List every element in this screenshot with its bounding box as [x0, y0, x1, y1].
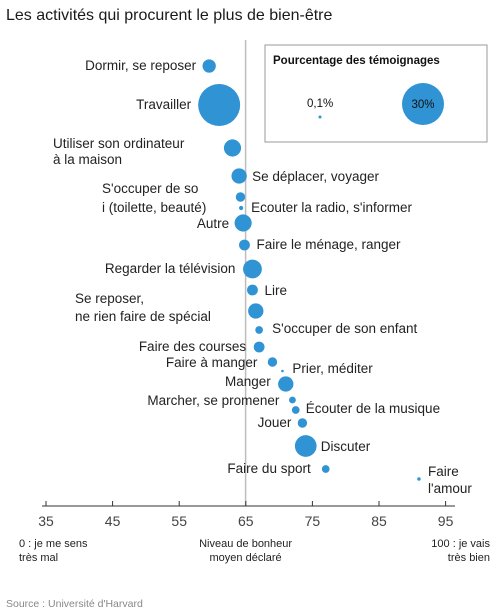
bubble-label-s-occuper-de-soi-toilette-beaute: i (toilette, beauté)	[102, 200, 206, 215]
legend-box	[264, 44, 488, 143]
bubble-regarder-la-television	[243, 259, 262, 279]
chart-title: Les activités qui procurent le plus de b…	[6, 7, 333, 24]
x-tick-label: 65	[238, 513, 254, 529]
bubble-label-utiliser-son-ordinateur-a-la-maison: Utiliser son ordinateur	[53, 136, 185, 151]
bubble-label-prier-mediter: Prier, méditer	[292, 361, 373, 376]
bubble-label-manger: Manger	[225, 374, 271, 389]
bubble-label-faire-le-menage-ranger: Faire le ménage, ranger	[256, 237, 401, 252]
bubble-label-autre: Autre	[197, 216, 229, 231]
bubbles	[198, 59, 421, 481]
bubble-s-occuper-de-son-enfant	[255, 326, 263, 334]
bubble-se-deplacer-voyager	[231, 168, 247, 184]
bubble-jouer	[297, 418, 308, 428]
x-axis-title: Niveau de bonheur moyen déclaré	[199, 538, 292, 564]
bubble-faire-des-courses	[253, 341, 265, 353]
bubble-label-discuter: Discuter	[321, 439, 371, 454]
bubble-manger	[278, 376, 294, 392]
legend-max-bubble	[402, 83, 444, 125]
bubble-label-lire: Lire	[264, 283, 287, 298]
bubble-label-faire-des-courses: Faire des courses	[139, 339, 247, 354]
bubble-autre	[234, 214, 252, 232]
bubble-label-faire-a-manger: Faire à manger	[166, 355, 258, 370]
legend-min-bubble	[318, 115, 322, 119]
bubble-label-travailler: Travailler	[136, 97, 192, 112]
x-tick-label: 45	[105, 513, 121, 529]
bubble-label-se-deplacer-voyager: Se déplacer, voyager	[252, 169, 379, 184]
bubble-label-se-reposer-ne-rien-faire-de-special: ne rien faire de spécial	[75, 309, 211, 324]
bubble-travailler	[198, 84, 241, 126]
legend-max-label: 30%	[411, 99, 434, 111]
bubble-label-s-occuper-de-soi-toilette-beaute: S'occuper de so	[102, 181, 198, 196]
x-tick-label: 75	[305, 513, 321, 529]
bubble-marcher-se-promener	[288, 396, 296, 404]
bubble-label-regarder-la-television: Regarder la télévision	[105, 261, 236, 276]
bubble-dormir-se-reposer	[202, 59, 216, 73]
bubble-faire-le-menage-ranger	[239, 239, 250, 251]
bubble-ecouter-de-la-musique	[291, 406, 300, 414]
legend: Pourcentage des témoignages 0,1% 30%	[264, 44, 488, 143]
bubble-label-faire-du-sport: Faire du sport	[227, 461, 311, 476]
bubble-label-faire-l-amour: Faire	[428, 464, 459, 479]
x-tick-label: 35	[38, 513, 54, 529]
bubble-se-reposer-ne-rien-faire-de-special	[248, 303, 264, 319]
bubble-faire-du-sport	[321, 465, 330, 473]
source: Source : Université d'Harvard	[6, 598, 143, 610]
bubble-label-marcher-se-promener: Marcher, se promener	[147, 393, 280, 408]
bubble-label-ecouter-de-la-musique: Écouter de la musique	[306, 401, 440, 416]
bubble-utiliser-son-ordinateur-a-la-maison	[223, 139, 242, 157]
scale-note-low: 0 : je me sens très mal	[19, 538, 88, 564]
scale-note-high: 100 : je vais très bien	[431, 538, 490, 564]
x-tick-label: 95	[438, 513, 454, 529]
bubble-label-utiliser-son-ordinateur-a-la-maison: à la maison	[53, 152, 122, 167]
bubble-label-dormir-se-reposer: Dormir, se reposer	[85, 58, 197, 73]
x-tick-label: 55	[171, 513, 187, 529]
bubble-ecouter-la-radio-s-informer	[239, 205, 244, 211]
x-tick-label: 85	[371, 513, 387, 529]
bubble-faire-a-manger	[267, 357, 278, 367]
bubble-lire	[247, 284, 258, 296]
legend-min-label: 0,1%	[307, 98, 333, 110]
bubble-label-jouer: Jouer	[258, 415, 292, 430]
bubble-label-s-occuper-de-son-enfant: S'occuper de son enfant	[272, 321, 417, 336]
bubble-faire-l-amour	[417, 477, 421, 481]
bubble-s-occuper-de-soi-toilette-beaute	[235, 192, 246, 202]
bubble-labels: Dormir, se reposer Travailler Utiliser son…	[53, 58, 472, 496]
bubble-discuter	[294, 435, 317, 457]
bubble-label-se-reposer-ne-rien-faire-de-special: Se reposer,	[75, 291, 144, 306]
legend-title: Pourcentage des témoignages	[273, 55, 440, 67]
x-axis-ticks: 35 45 55 65 75 85 95	[38, 501, 454, 529]
bubble-label-ecouter-la-radio-s-informer: Ecouter la radio, s'informer	[251, 200, 412, 215]
bubble-prier-mediter	[281, 369, 284, 373]
bubble-label-faire-l-amour: l'amour	[428, 481, 472, 496]
